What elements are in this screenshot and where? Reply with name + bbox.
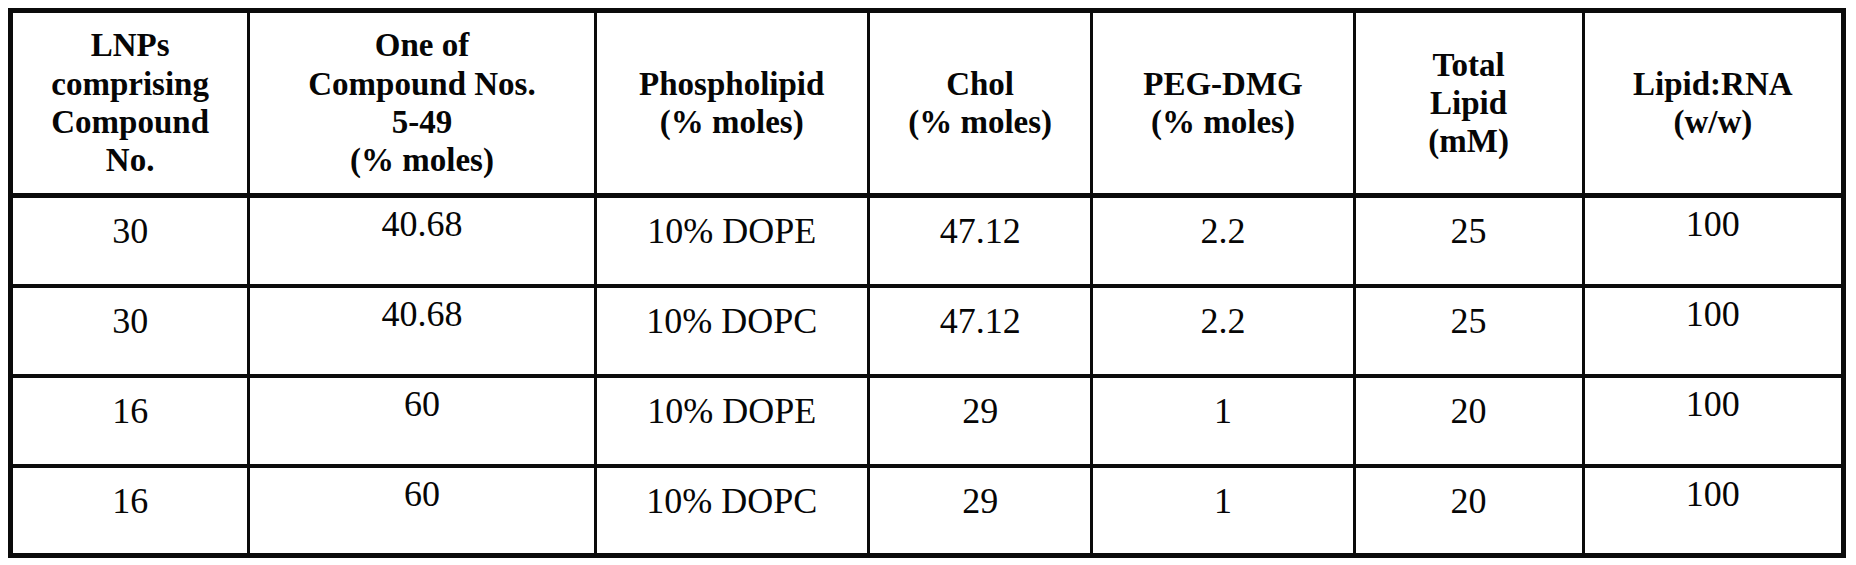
table-cell: 1: [1092, 376, 1354, 466]
table-cell: 29: [868, 466, 1092, 556]
table-cell: 100: [1583, 286, 1843, 376]
column-header-total-lipid: Total Lipid (mM): [1354, 11, 1583, 196]
table-cell: 60: [249, 376, 595, 466]
column-header-lnps-compound-no: LNPs comprising Compound No.: [11, 11, 249, 196]
table-cell: 100: [1583, 376, 1843, 466]
lnp-formulation-table: LNPs comprising Compound No. One of Comp…: [8, 8, 1846, 558]
table-row: 30 40.68 10% DOPC 47.12 2.2 25 100: [11, 286, 1844, 376]
table-row: 16 60 10% DOPE 29 1 20 100: [11, 376, 1844, 466]
column-header-compound-nos-5-49: One of Compound Nos. 5-49 (% moles): [249, 11, 595, 196]
table-cell: 60: [249, 466, 595, 556]
table-cell: 20: [1354, 376, 1583, 466]
table-cell: 40.68: [249, 196, 595, 286]
column-header-chol: Chol (% moles): [868, 11, 1092, 196]
table-cell: 10% DOPC: [595, 286, 868, 376]
column-header-peg-dmg: PEG-DMG (% moles): [1092, 11, 1354, 196]
column-header-phospholipid: Phospholipid (% moles): [595, 11, 868, 196]
table-cell: 30: [11, 196, 249, 286]
table-cell: 16: [11, 466, 249, 556]
table-cell: 16: [11, 376, 249, 466]
table-cell: 100: [1583, 466, 1843, 556]
table-header-row: LNPs comprising Compound No. One of Comp…: [11, 11, 1844, 196]
table-cell: 47.12: [868, 286, 1092, 376]
table-cell: 40.68: [249, 286, 595, 376]
table-row: 30 40.68 10% DOPE 47.12 2.2 25 100: [11, 196, 1844, 286]
table-cell: 10% DOPC: [595, 466, 868, 556]
table-cell: 2.2: [1092, 286, 1354, 376]
table-row: 16 60 10% DOPC 29 1 20 100: [11, 466, 1844, 556]
column-header-lipid-rna: Lipid:RNA (w/w): [1583, 11, 1843, 196]
table-cell: 30: [11, 286, 249, 376]
table-cell: 100: [1583, 196, 1843, 286]
table-cell: 2.2: [1092, 196, 1354, 286]
table-cell: 47.12: [868, 196, 1092, 286]
table-cell: 29: [868, 376, 1092, 466]
table-cell: 25: [1354, 286, 1583, 376]
table-cell: 10% DOPE: [595, 196, 868, 286]
table-cell: 1: [1092, 466, 1354, 556]
table-cell: 10% DOPE: [595, 376, 868, 466]
table-cell: 20: [1354, 466, 1583, 556]
table-cell: 25: [1354, 196, 1583, 286]
